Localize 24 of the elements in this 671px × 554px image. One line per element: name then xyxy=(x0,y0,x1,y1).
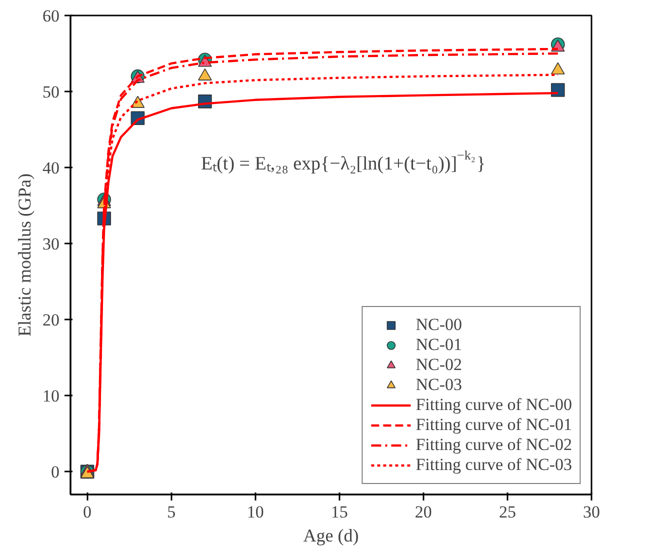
y-tick-label: 10 xyxy=(42,386,60,406)
legend-label: Fitting curve of NC-02 xyxy=(416,435,572,455)
y-tick-label: 60 xyxy=(42,6,60,26)
x-tick-label: 5 xyxy=(167,502,176,522)
legend-label: NC-02 xyxy=(416,355,462,375)
legend-label: Fitting curve of NC-00 xyxy=(416,395,572,415)
y-tick-label: 20 xyxy=(42,310,60,330)
x-axis-title: Age (d) xyxy=(303,526,359,546)
x-tick-label: 20 xyxy=(414,502,432,522)
x-tick-label: 10 xyxy=(246,502,264,522)
legend-label: Fitting curve of NC-01 xyxy=(416,415,572,435)
y-tick-label: 40 xyxy=(42,158,60,178)
y-axis-title: Elastic modulus (GPa) xyxy=(14,174,34,336)
legend-label: NC-00 xyxy=(416,315,462,335)
y-tick-label: 0 xyxy=(51,462,60,482)
y-tick-label: 30 xyxy=(42,234,60,254)
legend-label: NC-03 xyxy=(416,375,462,395)
y-tick-label: 50 xyxy=(42,82,60,102)
x-tick-label: 15 xyxy=(330,502,348,522)
x-tick-label: 0 xyxy=(83,502,92,522)
x-tick-label: 30 xyxy=(583,502,600,522)
legend-label: NC-01 xyxy=(416,335,462,355)
legend-label: Fitting curve of NC-03 xyxy=(416,455,572,475)
x-tick-label: 25 xyxy=(498,502,516,522)
